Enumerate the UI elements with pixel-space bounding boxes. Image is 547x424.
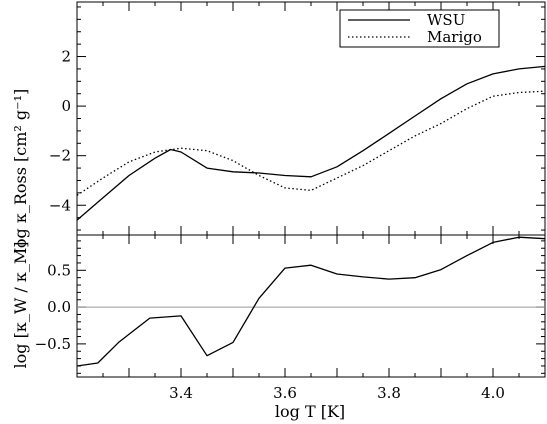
bottom-y-tick-label: 0.0: [47, 298, 71, 316]
bottom-y-axis-title: log [κ_W / κ_M]: [11, 242, 30, 369]
bottom-panel: −0.5 0.0 0.5 3.4 3.6 3.8 4.0: [35, 234, 546, 402]
legend-box: [339, 9, 500, 48]
top-y-tick-label: 0: [61, 97, 71, 115]
top-y-tick-label: 2: [61, 48, 71, 66]
x-tick-label: 4.0: [481, 384, 505, 402]
chart-legend: WSU Marigo: [339, 9, 500, 48]
series-wsu-line: [76, 65, 546, 221]
top-y-tick-label: −2: [49, 147, 71, 165]
bottom-y-tick-label: 0.5: [47, 261, 71, 279]
bottom-panel-frame: [76, 234, 546, 378]
x-tick-label: 3.6: [273, 384, 297, 402]
top-y-tick-label: −4: [49, 196, 71, 214]
bottom-y-tick-label: −0.5: [35, 335, 71, 353]
x-tick-label: 3.4: [169, 384, 193, 402]
x-axis-title: log T [K]: [275, 402, 345, 421]
top-y-axis-title: log κ_Ross [cm² g⁻¹]: [11, 89, 30, 253]
series-marigo-line: [76, 90, 546, 196]
bottom-ratio-line: [76, 236, 546, 367]
legend-wsu-label: WSU: [427, 11, 465, 29]
legend-marigo-label: Marigo: [427, 28, 482, 46]
x-tick-label: 3.8: [377, 384, 401, 402]
